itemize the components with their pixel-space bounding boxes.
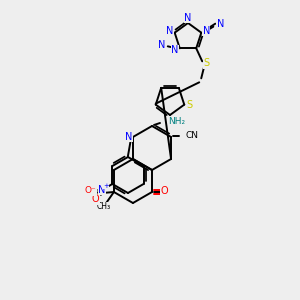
Text: O: O	[160, 186, 168, 196]
Text: N: N	[98, 185, 106, 195]
Text: CN: CN	[185, 130, 198, 140]
Text: N: N	[217, 19, 224, 29]
Text: +: +	[103, 183, 109, 189]
Text: CH₃: CH₃	[89, 189, 103, 198]
Text: N: N	[171, 45, 178, 55]
Text: S: S	[186, 100, 192, 110]
Text: NH₂: NH₂	[168, 118, 185, 127]
Text: N: N	[166, 26, 173, 36]
Text: S: S	[203, 58, 209, 68]
Text: N: N	[202, 26, 210, 36]
Text: N: N	[125, 132, 133, 142]
Text: N: N	[158, 40, 166, 50]
Text: O⁻: O⁻	[85, 186, 97, 195]
Text: CH₃: CH₃	[97, 202, 111, 211]
Text: N: N	[184, 13, 192, 23]
Text: O: O	[92, 194, 100, 204]
